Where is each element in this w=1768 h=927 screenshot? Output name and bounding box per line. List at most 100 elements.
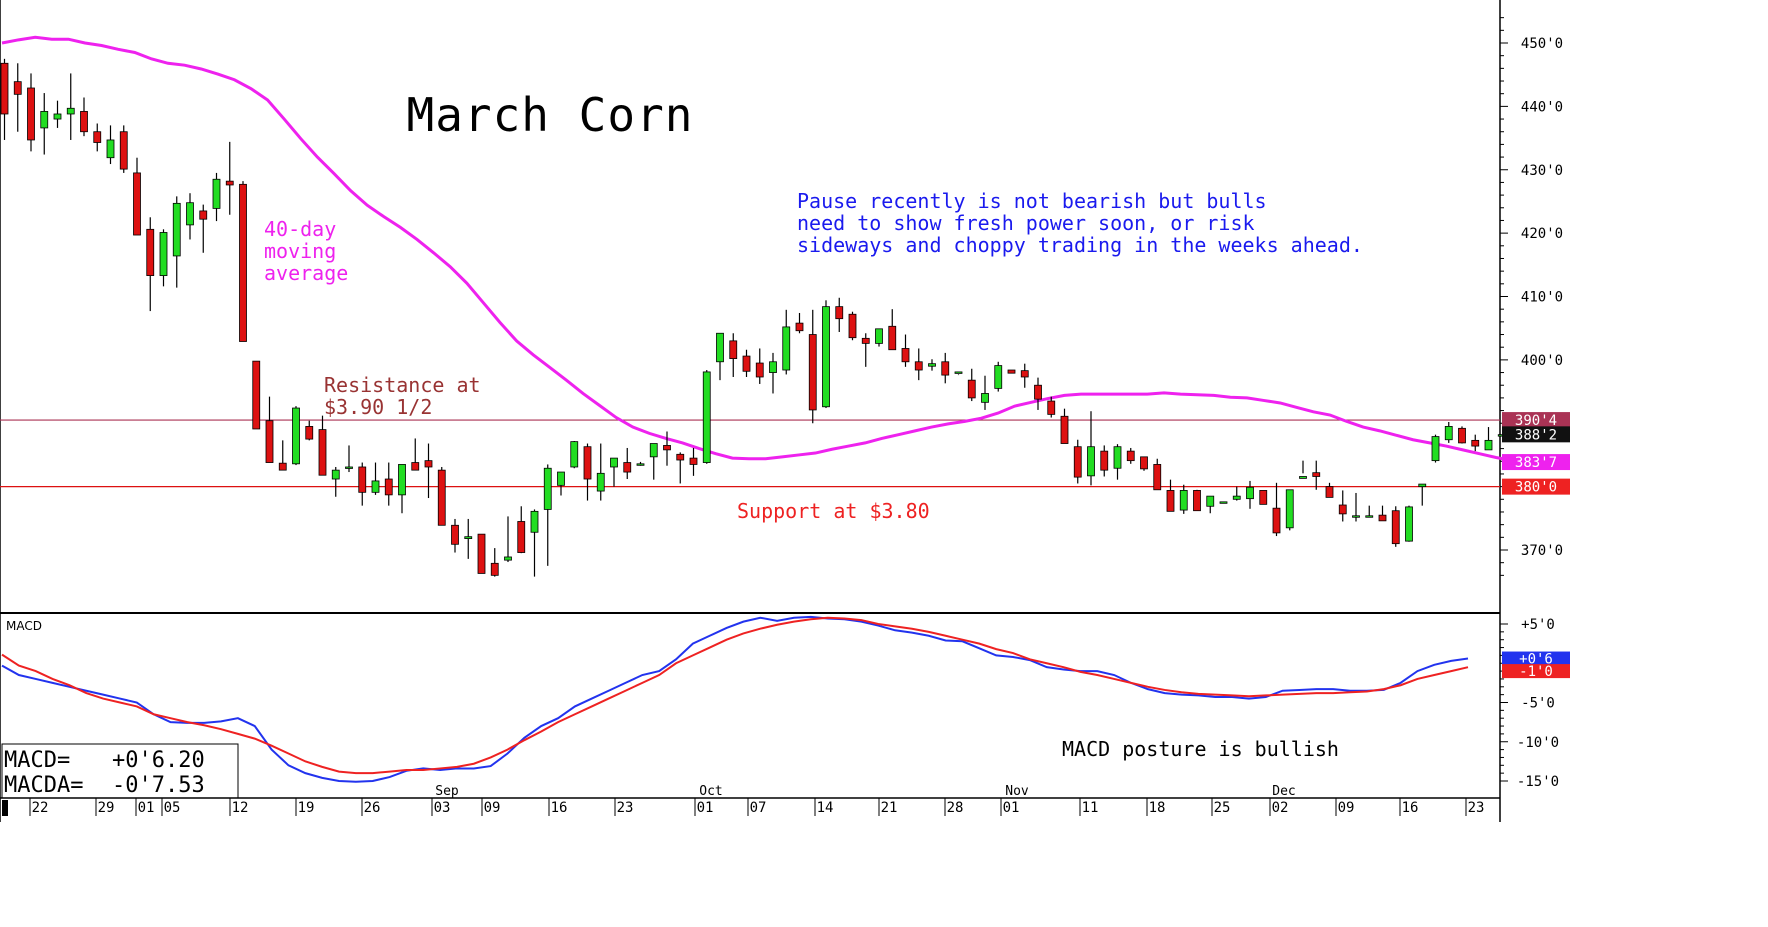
y-tick-label: 410'0 <box>1521 290 1563 306</box>
candle <box>702 370 711 464</box>
candle <box>93 123 102 152</box>
candle-body-up <box>331 469 340 480</box>
price-panel: 450'0440'0430'0420'0410'0400'0390'0380'0… <box>0 0 1570 822</box>
x-tick-label: 14 <box>817 800 834 816</box>
candle-body-down <box>384 478 393 496</box>
candle-body-down <box>1166 490 1175 512</box>
candle-body-down <box>1126 450 1135 462</box>
candle-body-down <box>133 172 141 236</box>
chart-title: March Corn <box>407 88 694 142</box>
candle-body-down <box>424 460 433 468</box>
commentary-line: Pause recently is not bearish but bulls <box>797 189 1267 213</box>
candle <box>1034 377 1042 410</box>
candle <box>66 73 75 140</box>
candle-body-up <box>596 472 605 492</box>
candle <box>53 100 62 128</box>
candle <box>1471 434 1480 452</box>
commentary-line: sideways and choppy trading in the weeks… <box>797 233 1363 257</box>
candle <box>1219 501 1228 504</box>
candle <box>1060 408 1069 444</box>
candle <box>0 58 9 140</box>
candle <box>1338 490 1347 522</box>
candle <box>1007 369 1016 374</box>
candle <box>1458 426 1466 444</box>
macd-tag-label: +0'6 <box>1519 652 1553 668</box>
x-tick-label: 01 <box>697 800 714 816</box>
candle-body-down <box>1153 464 1162 491</box>
candle <box>199 204 208 253</box>
candle <box>848 311 857 341</box>
y-tick-label: 430'0 <box>1521 163 1563 179</box>
resistance-label: $3.90 1/2 <box>324 395 432 419</box>
candle-body-down <box>742 355 751 372</box>
macd-y-tick-label: -10'0 <box>1517 735 1559 751</box>
ma-label: 40-day <box>264 217 336 241</box>
candle-body-down <box>1060 415 1069 444</box>
candle-body-down <box>1338 504 1347 515</box>
candle-body-up <box>636 463 645 466</box>
candle-body-down <box>1073 446 1082 478</box>
candle <box>1352 492 1360 522</box>
candle <box>649 443 658 480</box>
y-tick-label: 440'0 <box>1521 99 1563 115</box>
candle <box>1206 495 1215 514</box>
candle-body-up <box>1219 501 1228 504</box>
macd-y-tick-label: -15'0 <box>1517 774 1559 790</box>
candle-body-down <box>1007 369 1016 374</box>
candle-body-up <box>716 332 724 363</box>
candle <box>861 333 870 367</box>
candle <box>1193 489 1201 512</box>
candle-body-down <box>225 180 234 186</box>
x-tick-label: 23 <box>617 800 634 816</box>
candle <box>596 443 605 501</box>
x-tick-label: 12 <box>232 800 249 816</box>
candle-body-up <box>954 371 963 374</box>
macd-y-tick-label: -5'0 <box>1521 696 1555 712</box>
x-tick-label: 19 <box>298 800 315 816</box>
candle-body-up <box>994 365 1003 389</box>
candle-body-up <box>504 556 512 561</box>
candle <box>424 443 433 499</box>
candle-body-up <box>1405 506 1413 542</box>
candle-body-down <box>1140 456 1148 470</box>
candle-body-down <box>808 334 817 411</box>
x-tick-label: 01 <box>1003 800 1020 816</box>
candle <box>172 196 181 288</box>
candle-body-up <box>186 202 194 226</box>
candle <box>1378 505 1387 522</box>
candle-body-down <box>663 445 671 451</box>
candle-body-up <box>875 328 883 344</box>
macda-readout-value: -0'7.53 <box>112 773 205 798</box>
candle <box>1153 458 1162 491</box>
candle-body-up <box>1299 476 1307 479</box>
x-tick-label: 01 <box>138 800 155 816</box>
commentary-line: need to show fresh power soon, or risk <box>797 211 1255 235</box>
macd-tag-box <box>1502 664 1570 679</box>
candle <box>755 348 764 384</box>
candle-body-up <box>1365 515 1374 518</box>
candle <box>40 93 49 155</box>
candle-body-up <box>159 232 168 276</box>
support-label: Support at $3.80 <box>737 499 930 523</box>
candle <box>490 548 499 577</box>
macda-line <box>1 616 1469 775</box>
candle-body-up <box>172 202 181 257</box>
candle-body-down <box>914 361 923 371</box>
candle-body-up <box>1431 436 1440 462</box>
candle <box>1100 445 1109 477</box>
candle <box>212 172 221 222</box>
candle-body-down <box>1312 472 1321 477</box>
candle <box>795 312 804 334</box>
candle-body-down <box>119 131 128 170</box>
macd-tag: +0'6 <box>1502 651 1570 668</box>
candle <box>133 157 141 236</box>
candle-body-up <box>1113 446 1122 469</box>
x-tick-label: 03 <box>434 800 451 816</box>
x-tick-label: 09 <box>1338 800 1355 816</box>
candle <box>80 97 88 137</box>
candle-body-up <box>981 393 989 403</box>
candle-body-down <box>146 228 155 276</box>
candle-body-up <box>1246 486 1254 500</box>
